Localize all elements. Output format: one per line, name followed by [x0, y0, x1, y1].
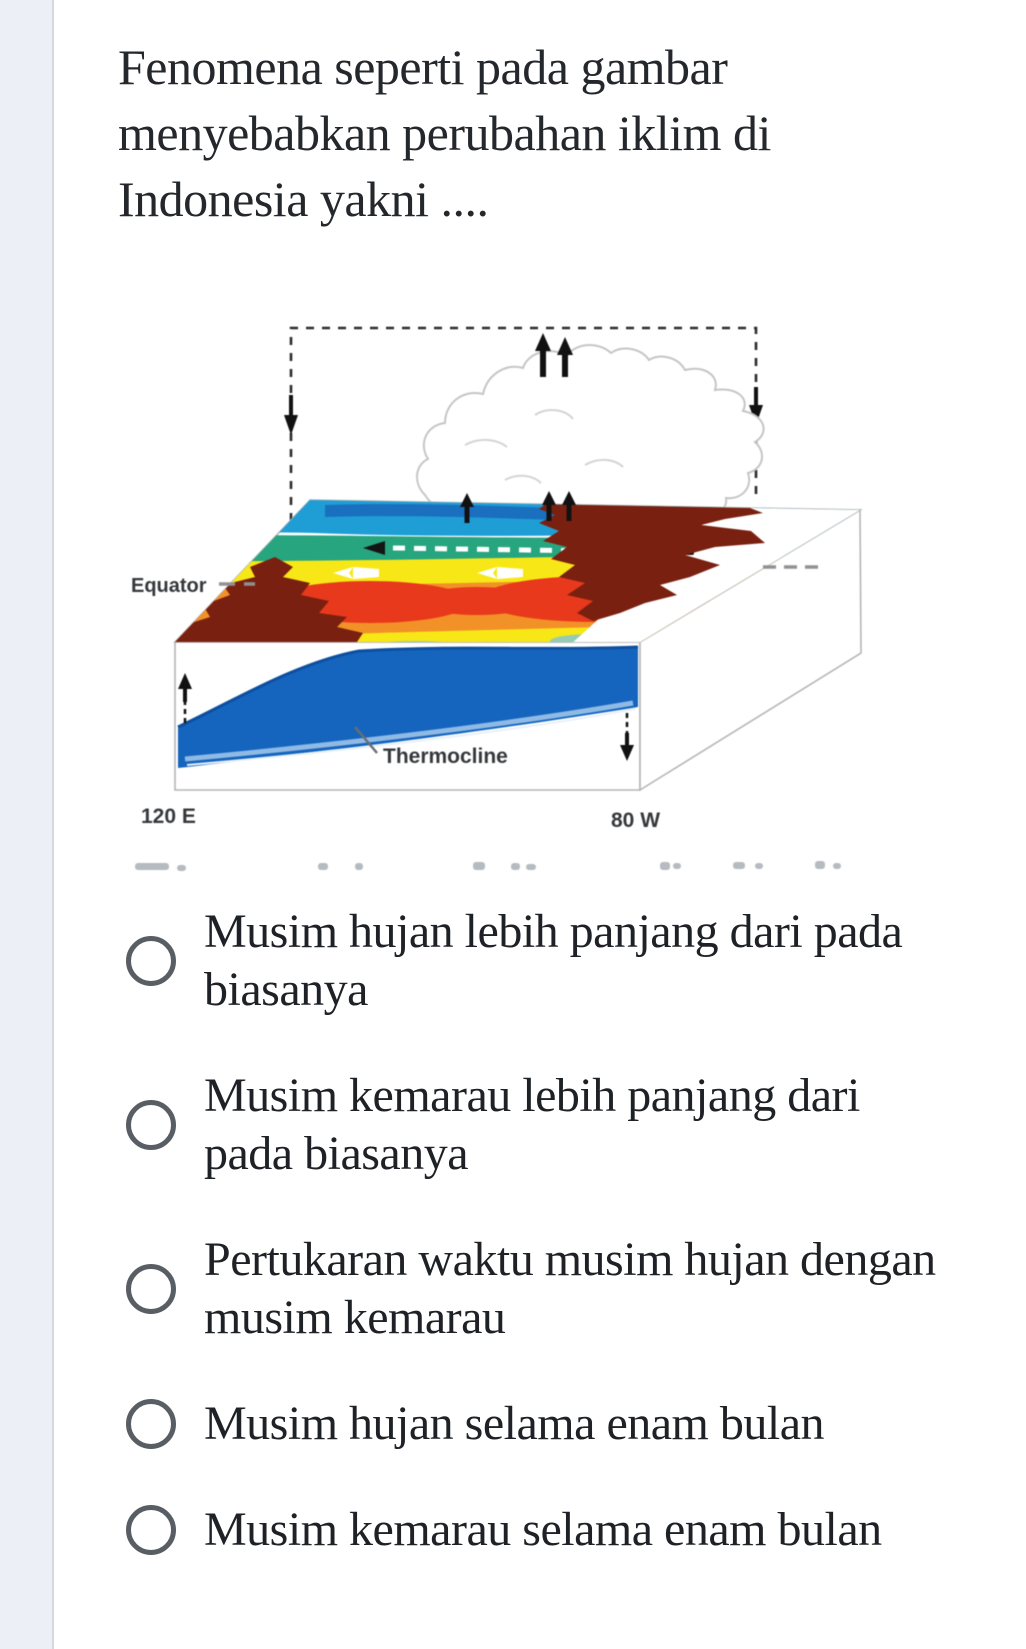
- radio-button-option-5[interactable]: [126, 1505, 176, 1555]
- question-text: Fenomena seperti pada gambar menyebabkan…: [118, 39, 771, 227]
- upwelling-arrow: [178, 673, 192, 723]
- option-row-1[interactable]: Musim hujan lebih panjang dari pada bias…: [126, 903, 998, 1019]
- equator-line: Equator: [131, 565, 823, 597]
- longitude-east-label: 80 W: [611, 809, 660, 832]
- equator-label: Equator: [131, 575, 207, 597]
- option-label-1[interactable]: Musim hujan lebih panjang dari pada bias…: [204, 905, 903, 1016]
- left-descending-air-arrow: [284, 415, 298, 435]
- thermocline-layer: [177, 645, 639, 768]
- longitude-west-label: 120 E: [141, 805, 196, 828]
- option-label-3[interactable]: Pertukaran waktu musim hujan dengan musi…: [204, 1233, 936, 1344]
- thermocline-label: Thermocline: [383, 745, 508, 768]
- landmass-west: [175, 557, 363, 642]
- option-row-2[interactable]: Musim kemarau lebih panjang dari pada bi…: [126, 1067, 998, 1183]
- page-left-gutter: [0, 0, 54, 1649]
- downwelling-arrow: [620, 713, 634, 761]
- thermocline-leader-line: [354, 726, 378, 754]
- answer-options-list: Musim hujan lebih panjang dari pada bias…: [126, 903, 998, 1559]
- option-row-4[interactable]: Musim hujan selama enam bulan: [126, 1395, 998, 1453]
- el-nino-diagram-svg: Equator Thermocline: [131, 326, 863, 871]
- radio-button-option-2[interactable]: [126, 1100, 176, 1150]
- rising-air-arrows: [535, 333, 573, 377]
- radio-button-option-1[interactable]: [126, 936, 176, 986]
- radio-button-option-3[interactable]: [126, 1264, 176, 1314]
- radio-button-option-4[interactable]: [126, 1399, 176, 1449]
- option-label-2[interactable]: Musim kemarau lebih panjang dari pada bi…: [204, 1069, 860, 1180]
- option-row-3[interactable]: Pertukaran waktu musim hujan dengan musi…: [126, 1231, 998, 1347]
- el-nino-diagram-image: Equator Thermocline: [115, 295, 865, 880]
- option-label-4[interactable]: Musim hujan selama enam bulan: [204, 1397, 825, 1450]
- landmass-east: [539, 500, 765, 621]
- surface-evaporation-arrows: [460, 491, 576, 523]
- option-label-5[interactable]: Musim kemarau selama enam bulan: [204, 1503, 882, 1556]
- option-row-5[interactable]: Musim kemarau selama enam bulan: [126, 1501, 998, 1559]
- cropped-caption-fragments: [135, 861, 841, 871]
- sst-map: [175, 500, 860, 642]
